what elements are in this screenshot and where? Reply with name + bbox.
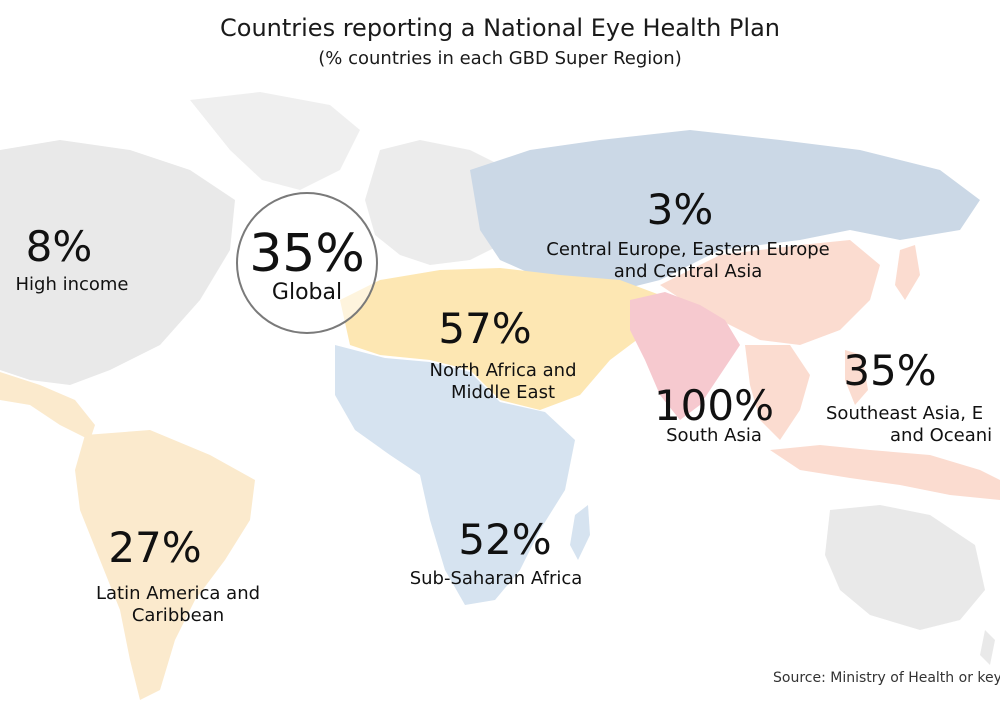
high-income-label: High income bbox=[15, 274, 129, 295]
greenland-shape bbox=[190, 92, 360, 190]
australia-shape bbox=[825, 505, 985, 630]
central-eastern-europe-asia-shape bbox=[470, 130, 980, 295]
global-circle bbox=[236, 192, 378, 334]
central-europe-asia-value: 3% bbox=[646, 185, 714, 234]
southeast-asia-label-line-1: Southeast Asia, E bbox=[826, 403, 984, 424]
north-africa-middle-east-label-line-1: North Africa and bbox=[429, 360, 577, 381]
japan-shape bbox=[895, 245, 920, 300]
latin-america-label-line-1: Latin America and bbox=[95, 583, 261, 604]
central-europe-asia-label-line-1: Central Europe, Eastern Europe bbox=[546, 239, 830, 260]
south-asia-label: South Asia bbox=[666, 425, 762, 446]
south-america-shape bbox=[75, 430, 255, 700]
global-value: 35% bbox=[249, 224, 365, 284]
north-africa-middle-east-shape bbox=[340, 268, 660, 410]
global-label: Global bbox=[271, 280, 343, 305]
chart-subtitle: (% countries in each GBD Super Region) bbox=[318, 48, 682, 69]
southeast-asia-shape bbox=[745, 345, 810, 440]
sub-saharan-africa-value: 52% bbox=[458, 515, 552, 564]
southeast-asia-label-line-2: and Oceani bbox=[890, 425, 993, 446]
south-asia-value: 100% bbox=[653, 381, 775, 430]
high-income-value: 8% bbox=[25, 222, 93, 271]
east-asia-shape bbox=[660, 240, 880, 345]
madagascar-shape bbox=[570, 505, 590, 560]
latin-america-label-line-2: Caribbean bbox=[131, 605, 225, 626]
sub-saharan-africa-shape bbox=[335, 345, 575, 605]
south-asia-shape bbox=[630, 292, 740, 420]
sub-saharan-africa-label: Sub-Saharan Africa bbox=[409, 568, 583, 589]
north-africa-middle-east-value: 57% bbox=[438, 304, 532, 353]
southeast-asia-value: 35% bbox=[843, 346, 937, 395]
central-europe-asia-label-line-2: and Central Asia bbox=[613, 261, 763, 282]
source-note: Source: Ministry of Health or key bbox=[773, 670, 1000, 686]
central-america-shape bbox=[0, 372, 95, 440]
north-africa-middle-east-label-line-2: Middle East bbox=[450, 382, 556, 403]
latin-america-value: 27% bbox=[108, 523, 202, 572]
philippines-shape bbox=[845, 350, 868, 405]
chart-title: Countries reporting a National Eye Healt… bbox=[220, 14, 780, 42]
new-zealand-shape bbox=[980, 630, 995, 665]
north-america-shape bbox=[0, 140, 235, 385]
indonesia-shape bbox=[770, 445, 1000, 500]
